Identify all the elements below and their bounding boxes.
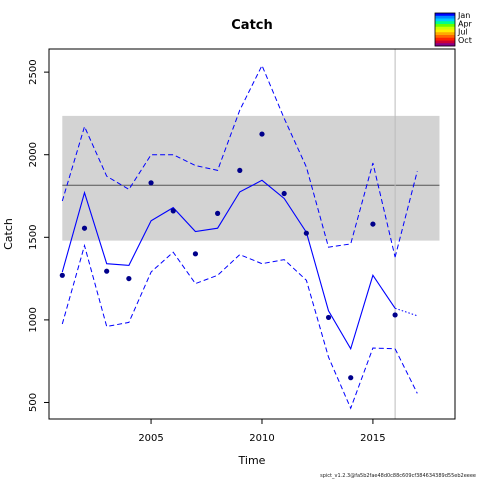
ci-upper-line — [61, 64, 396, 258]
observed-point — [325, 314, 332, 321]
legend-color-swatch — [435, 26, 455, 30]
forecast-line — [394, 307, 418, 317]
observed-point — [81, 225, 88, 231]
legend-color-swatch — [435, 24, 455, 28]
observed-point — [281, 190, 287, 197]
legend-color-swatch — [435, 21, 455, 25]
fitted-line — [61, 179, 396, 351]
ci-lower-line — [61, 243, 396, 410]
legend-color-swatch — [435, 13, 455, 17]
observed-point — [192, 251, 199, 257]
version-footer: spict_v1.2.3@fa5b2fae48d0c88c609cf384634… — [320, 473, 476, 479]
legend-color-swatch — [435, 37, 455, 41]
observed-point — [170, 208, 176, 214]
observed-point — [259, 131, 265, 137]
observed-point — [303, 230, 309, 236]
plot-frame — [48, 48, 456, 420]
legend-color-swatch — [435, 35, 455, 39]
observed-point — [348, 375, 354, 381]
legend-label: Oct — [458, 36, 472, 45]
y-tick-label: 500 — [28, 393, 39, 412]
observed-point — [104, 268, 110, 274]
chart-title: Catch — [231, 18, 273, 33]
legend-color-swatch — [435, 18, 455, 22]
legend-color-swatch — [435, 40, 455, 44]
forecast-lower-line — [394, 348, 418, 394]
legend-color-swatch — [435, 43, 455, 47]
forecast-upper-line — [394, 171, 418, 258]
y-tick-label: 1500 — [28, 225, 39, 250]
x-axis-label: Time — [238, 454, 266, 467]
x-tick-label: 2015 — [360, 433, 385, 444]
x-tick-label: 2010 — [249, 433, 274, 444]
legend-label: Apr — [458, 19, 473, 28]
legend-color-swatch — [435, 32, 455, 36]
legend-label: Jan — [457, 11, 470, 20]
observed-point — [59, 272, 65, 278]
y-axis-label: Catch — [2, 218, 15, 250]
observed-point — [126, 275, 132, 282]
legend-frame — [434, 12, 456, 47]
mean-band — [62, 115, 440, 241]
observed-point — [237, 167, 243, 174]
y-tick-label: 1000 — [28, 307, 39, 332]
legend-color-swatch — [435, 15, 455, 19]
observed-point — [215, 210, 221, 216]
y-tick-label: 2000 — [28, 142, 39, 167]
legend-label: Jul — [457, 28, 468, 37]
observed-point — [148, 180, 154, 186]
observed-point — [370, 221, 376, 227]
legend-color-swatch — [435, 29, 455, 33]
x-tick-label: 2005 — [138, 433, 163, 444]
observed-point — [392, 312, 398, 318]
y-tick-label: 2500 — [28, 59, 39, 84]
